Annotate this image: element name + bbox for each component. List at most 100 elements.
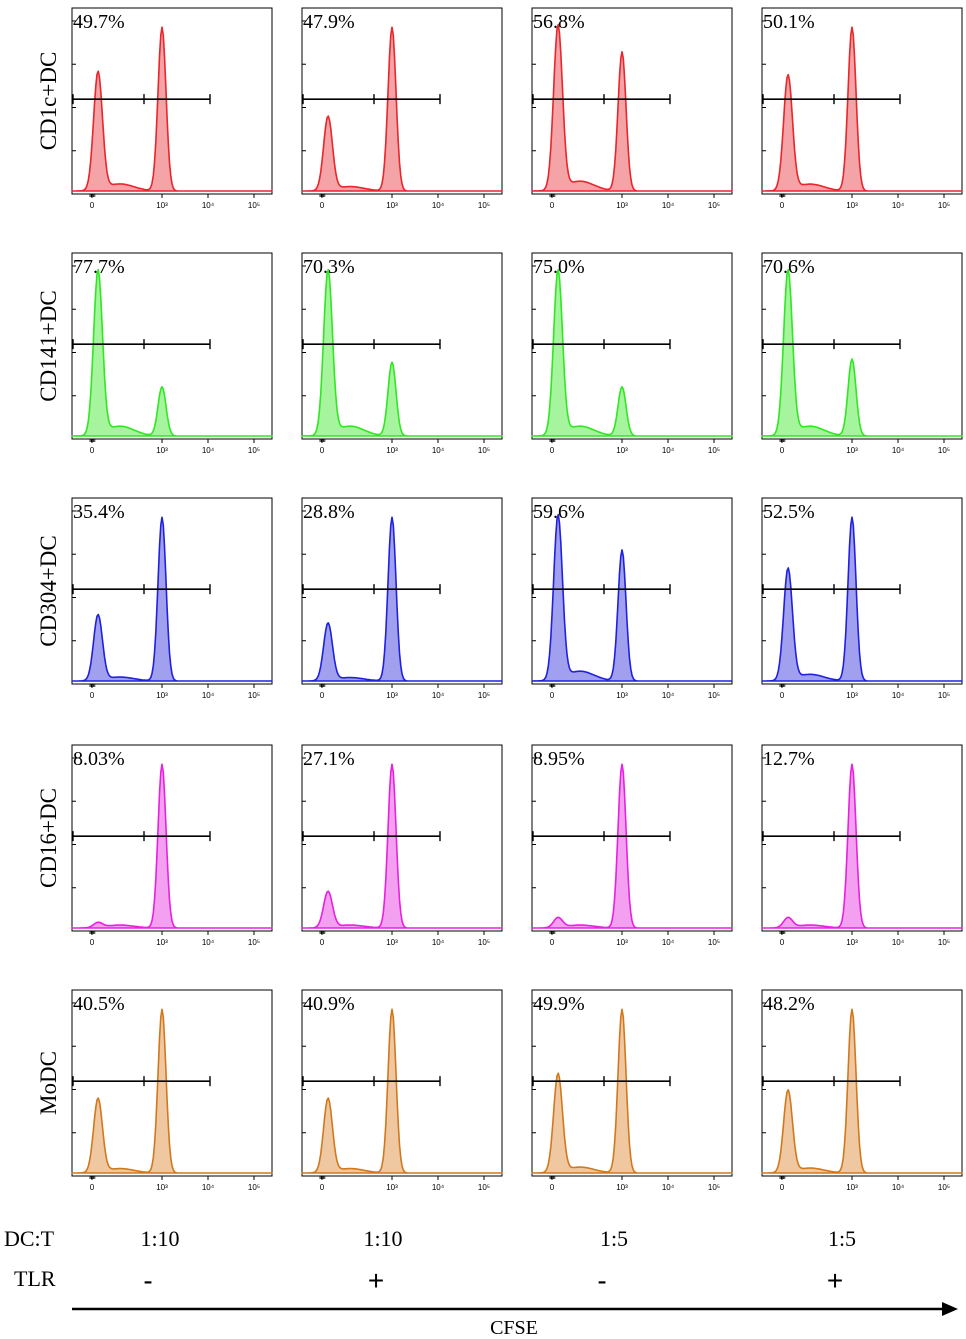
column-tlr-label: - <box>597 1265 606 1296</box>
histogram-panel: 70.3% 0 10³ 10⁴ 10⁵ <box>301 252 503 455</box>
tlr-label: TLR <box>14 1266 56 1291</box>
x-tick-label: 10⁵ <box>478 201 490 210</box>
gate-percentage: 35.4% <box>73 501 125 523</box>
column-annotations: 1:10 - 1:10 +1:5 - 1:5 + <box>140 1226 856 1296</box>
bottom-annotations: DC:T TLR 1:10 - 1:10 +1:5 - 1:5 + CFSE <box>4 1226 958 1339</box>
histogram-curve <box>71 26 273 192</box>
panel-frame <box>761 497 963 685</box>
x-tick-label: 10⁵ <box>248 938 260 947</box>
x-tick-label: 10³ <box>386 201 398 210</box>
histogram-curve <box>761 1008 963 1174</box>
x-tick-label: 10⁵ <box>478 938 490 947</box>
x-tick-label: 10⁴ <box>202 938 215 947</box>
gate-percentage: 49.7% <box>73 11 125 33</box>
histogram-panel: 40.5% 0 10³ 10⁴ 10⁵ <box>71 989 273 1192</box>
histogram-curve <box>531 268 733 437</box>
row-label: MoDC <box>36 1051 61 1115</box>
histogram-curve <box>301 763 503 929</box>
panel-frame <box>761 252 963 440</box>
x-tick-label: 0 <box>90 691 95 700</box>
gate-percentage: 27.1% <box>303 748 355 770</box>
x-tick-label: 10³ <box>616 446 628 455</box>
histogram-panel: 40.9% 0 10³ 10⁴ 10⁵ <box>301 989 503 1192</box>
x-tick-label: 0 <box>780 201 785 210</box>
panel-frame <box>301 252 503 440</box>
x-tick-label: 0 <box>90 1183 95 1192</box>
gate-percentage: 56.8% <box>533 11 585 33</box>
panel-frame <box>301 989 503 1177</box>
gate-percentage: 70.3% <box>303 256 355 278</box>
column-ratio-label: 1:10 <box>140 1226 179 1251</box>
x-tick-label: 0 <box>90 446 95 455</box>
x-tick-label: 10³ <box>156 1183 168 1192</box>
histogram-curve <box>301 516 503 682</box>
gate-percentage: 75.0% <box>533 256 585 278</box>
column-tlr-label: + <box>827 1265 843 1296</box>
panel-frame <box>71 497 273 685</box>
x-tick-label: 0 <box>780 691 785 700</box>
x-tick-label: 0 <box>550 201 555 210</box>
histogram-curve <box>71 763 273 929</box>
x-tick-label: 0 <box>320 938 325 947</box>
histogram-curve <box>761 268 963 437</box>
histogram-panel: 77.7% 0 10³ 10⁴ 10⁵ <box>71 252 273 455</box>
x-tick-label: 10³ <box>846 1183 858 1192</box>
x-tick-label: 0 <box>90 938 95 947</box>
x-tick-label: 10⁴ <box>662 201 675 210</box>
histogram-panel: 8.95% 0 10³ 10⁴ 10⁵ <box>531 744 733 947</box>
histogram-curve <box>301 26 503 192</box>
x-tick-label: 10⁴ <box>432 201 445 210</box>
column-ratio-label: 1:10 <box>363 1226 402 1251</box>
histogram-panel: 49.7% 0 10³ 10⁴ 10⁵ <box>71 7 273 210</box>
histogram-curve <box>761 26 963 192</box>
x-tick-label: 0 <box>780 446 785 455</box>
histogram-panel: 27.1% 0 10³ 10⁴ 10⁵ <box>301 744 503 947</box>
histogram-panel: 56.8% 0 10³ 10⁴ 10⁵ <box>531 7 733 210</box>
x-tick-label: 10⁴ <box>432 446 445 455</box>
panel-frame <box>761 744 963 932</box>
x-tick-label: 10⁵ <box>938 691 950 700</box>
histogram-curve <box>761 516 963 682</box>
x-tick-label: 10³ <box>156 938 168 947</box>
x-tick-label: 10⁴ <box>892 446 905 455</box>
gate-percentage: 49.9% <box>533 993 585 1015</box>
x-tick-label: 0 <box>90 201 95 210</box>
x-axis-label: CFSE <box>490 1317 538 1339</box>
x-tick-label: 10³ <box>156 446 168 455</box>
x-tick-label: 10³ <box>156 691 168 700</box>
gate-percentage: 40.9% <box>303 993 355 1015</box>
x-tick-label: 0 <box>550 938 555 947</box>
x-tick-label: 10⁴ <box>892 938 905 947</box>
histogram-panel: 28.8% 0 10³ 10⁴ 10⁵ <box>301 497 503 700</box>
x-tick-label: 10⁵ <box>938 201 950 210</box>
x-tick-label: 10³ <box>616 938 628 947</box>
row-label: CD141+DC <box>36 290 61 401</box>
panel-frame <box>531 252 733 440</box>
panel-frame <box>71 989 273 1177</box>
histogram-curve <box>71 268 273 437</box>
column-tlr-label: - <box>143 1265 152 1296</box>
gate-percentage: 12.7% <box>763 748 815 770</box>
row-label: CD1c+DC <box>36 52 61 151</box>
histogram-panel: 48.2% 0 10³ 10⁴ 10⁵ <box>761 989 963 1192</box>
x-tick-label: 10⁴ <box>892 691 905 700</box>
x-tick-label: 10⁵ <box>708 201 720 210</box>
x-tick-label: 10⁵ <box>708 1183 720 1192</box>
x-tick-label: 10³ <box>616 201 628 210</box>
panel-frame <box>761 7 963 195</box>
x-tick-label: 10⁴ <box>202 1183 215 1192</box>
row-labels: CD1c+DC CD141+DC CD304+DC CD16+DC MoDC <box>36 52 61 1115</box>
gate-percentage: 40.5% <box>73 993 125 1015</box>
gate-percentage: 77.7% <box>73 256 125 278</box>
x-tick-label: 10⁴ <box>432 691 445 700</box>
x-tick-label: 10⁵ <box>938 446 950 455</box>
x-tick-label: 10³ <box>846 938 858 947</box>
gate-percentage: 48.2% <box>763 993 815 1015</box>
x-tick-label: 10³ <box>846 691 858 700</box>
histogram-curve <box>71 516 273 682</box>
histogram-curve <box>531 763 733 929</box>
x-tick-label: 10³ <box>616 1183 628 1192</box>
histogram-curve <box>71 1008 273 1174</box>
